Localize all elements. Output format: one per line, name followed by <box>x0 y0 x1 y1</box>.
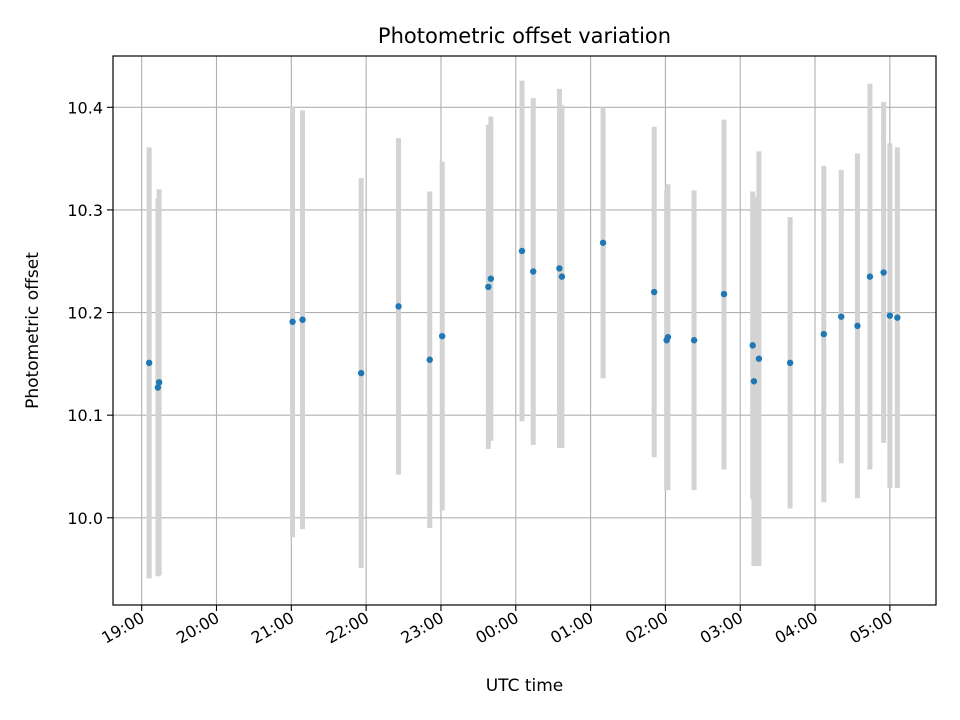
data-point <box>357 369 365 377</box>
data-point <box>556 265 563 272</box>
data-point <box>518 247 526 255</box>
data-point <box>530 268 537 275</box>
data-point <box>289 318 296 325</box>
x-axis-label: UTC time <box>486 676 564 696</box>
data-point <box>599 239 607 246</box>
data-point <box>690 337 698 344</box>
data-point <box>854 322 861 330</box>
data-point <box>838 313 845 320</box>
data-point <box>720 290 728 298</box>
data-point <box>395 303 402 310</box>
data-point <box>155 379 163 386</box>
data-point <box>558 273 566 280</box>
data-point <box>820 330 827 338</box>
y-tick-label-10-2: 10.2 <box>67 304 103 323</box>
data-point <box>664 333 672 341</box>
data-point <box>886 312 894 319</box>
y-tick-label-10-0: 10.0 <box>67 509 103 528</box>
y-tick-label-10-4: 10.4 <box>67 98 103 117</box>
data-point <box>755 355 763 362</box>
data-point <box>487 275 495 282</box>
y-tick-label-10-1: 10.1 <box>67 406 103 425</box>
plot-frame <box>112 55 937 606</box>
data-point <box>750 378 758 385</box>
data-point <box>426 356 433 363</box>
data-point <box>299 316 306 323</box>
data-point <box>485 283 492 291</box>
data-point <box>650 288 658 296</box>
data-point <box>866 273 874 280</box>
y-tick-label-10-3: 10.3 <box>67 201 103 220</box>
data-point <box>145 359 153 367</box>
chart-title: Photometric offset variation <box>378 24 671 48</box>
data-point <box>749 342 756 349</box>
point-layer <box>145 239 901 391</box>
data-point <box>880 269 887 276</box>
data-point <box>786 359 794 367</box>
data-point <box>439 332 446 340</box>
y-axis-label: Photometric offset <box>23 252 43 409</box>
data-point <box>894 314 901 321</box>
data-point <box>154 384 162 391</box>
